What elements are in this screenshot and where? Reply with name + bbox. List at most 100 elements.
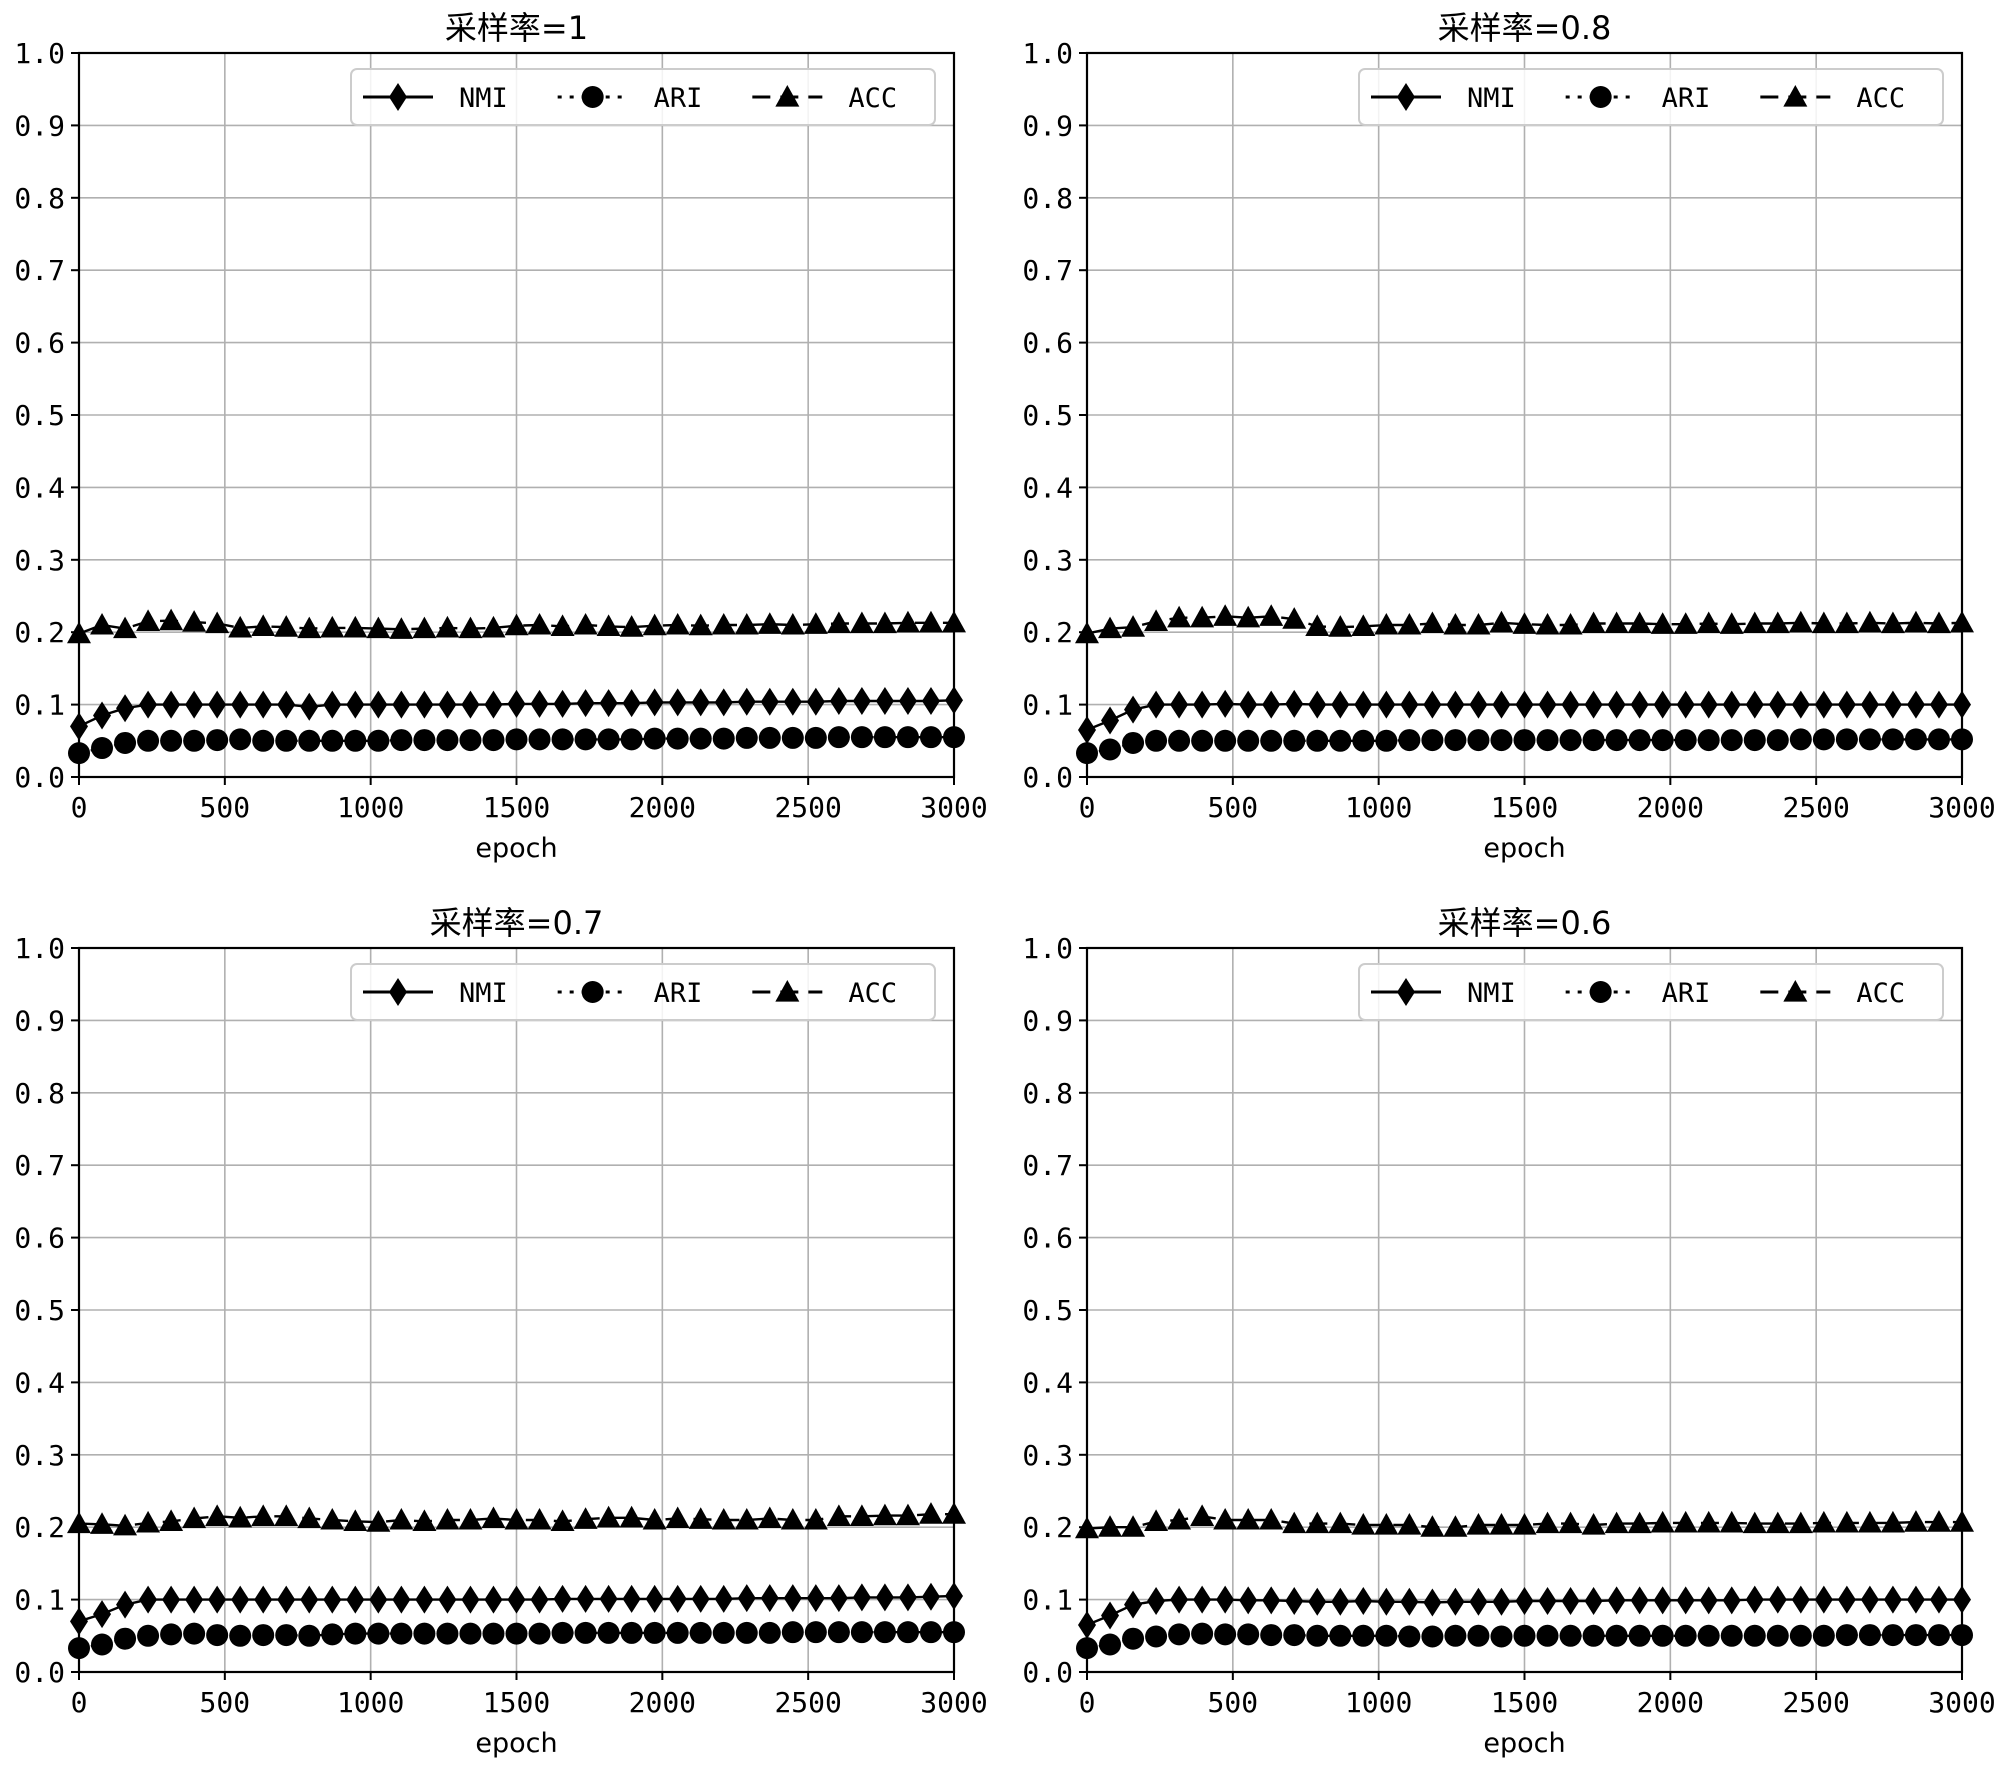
data-point-acc xyxy=(1489,610,1514,633)
data-point-acc xyxy=(412,1509,437,1532)
data-point-nmi xyxy=(1699,690,1718,719)
data-point-nmi xyxy=(530,689,549,718)
y-tick-label: 0.9 xyxy=(14,1004,65,1037)
data-point-acc xyxy=(1190,1504,1215,1526)
data-point-nmi xyxy=(1860,1585,1879,1614)
data-point-acc xyxy=(274,615,299,637)
x-tick-label: 1000 xyxy=(1345,1686,1412,1719)
data-point-nmi xyxy=(369,690,388,719)
data-point-ari xyxy=(1260,1624,1283,1647)
data-point-nmi xyxy=(737,1584,756,1613)
data-point-nmi xyxy=(1101,706,1120,735)
data-point-ari xyxy=(528,728,551,751)
data-point-nmi xyxy=(852,686,871,715)
data-point-nmi xyxy=(1768,1585,1787,1614)
data-point-nmi xyxy=(875,686,894,715)
data-point-nmi xyxy=(139,1585,158,1614)
data-point-acc xyxy=(1328,1511,1353,1534)
legend-label-ari: ARI xyxy=(654,978,703,1009)
data-point-acc xyxy=(550,614,575,637)
y-tick-label: 0.7 xyxy=(14,254,65,287)
data-point-nmi xyxy=(1469,690,1488,719)
series-line-acc xyxy=(1086,1515,1962,1530)
data-point-acc xyxy=(1719,612,1744,634)
data-point-acc xyxy=(136,1510,161,1533)
x-tick-label: 3000 xyxy=(920,791,987,824)
data-point-nmi xyxy=(599,1584,618,1613)
data-point-acc xyxy=(642,1507,667,1530)
legend-label-acc: ACC xyxy=(848,83,897,114)
data-point-nmi xyxy=(300,692,319,721)
data-point-nmi xyxy=(392,690,411,719)
data-point-nmi xyxy=(1377,1587,1396,1616)
data-point-acc xyxy=(458,616,483,639)
data-point-ari xyxy=(275,1624,298,1647)
data-point-ari xyxy=(1237,1623,1260,1646)
data-point-ari xyxy=(1490,1625,1513,1648)
y-tick-label: 0.5 xyxy=(14,399,65,432)
data-point-ari xyxy=(436,1622,459,1645)
data-point-ari xyxy=(1122,731,1145,754)
x-tick-label: 1500 xyxy=(1491,791,1558,824)
data-point-ari xyxy=(1697,1624,1720,1647)
x-tick-label: 500 xyxy=(200,791,251,824)
data-point-ari xyxy=(321,1623,344,1646)
data-point-nmi xyxy=(1768,690,1787,719)
data-point-ari xyxy=(229,1624,252,1647)
data-point-ari xyxy=(505,728,528,751)
data-point-nmi xyxy=(1216,689,1235,718)
data-point-nmi xyxy=(208,690,227,719)
y-tick-label: 0.5 xyxy=(14,1294,65,1327)
data-point-nmi xyxy=(1446,1587,1465,1616)
data-point-ari xyxy=(114,731,137,754)
data-point-nmi xyxy=(691,1584,710,1613)
data-point-nmi xyxy=(576,1584,595,1613)
data-point-ari xyxy=(1628,729,1651,752)
data-point-ari xyxy=(620,728,643,751)
data-point-ari xyxy=(666,727,689,750)
data-point-ari xyxy=(1283,1624,1306,1647)
y-tick-label: 0.3 xyxy=(14,544,65,577)
data-point-ari xyxy=(1651,729,1674,752)
data-point-nmi xyxy=(599,689,618,718)
data-point-nmi xyxy=(277,1585,296,1614)
data-point-ari xyxy=(1168,729,1191,752)
x-tick-label: 0 xyxy=(71,1686,88,1719)
y-tick-label: 0.9 xyxy=(14,109,65,142)
data-point-nmi xyxy=(1193,690,1212,719)
data-point-nmi xyxy=(461,1585,480,1614)
data-point-nmi xyxy=(1837,690,1856,719)
legend-box xyxy=(350,963,936,1021)
data-point-ari xyxy=(367,729,390,752)
data-point-ari xyxy=(1490,729,1513,752)
data-point-nmi xyxy=(1124,695,1143,724)
data-point-ari xyxy=(551,1621,574,1644)
data-point-acc xyxy=(757,1506,782,1529)
legend: NMI ARI ACC xyxy=(350,963,936,1021)
data-point-acc xyxy=(918,610,943,633)
data-point-nmi xyxy=(1193,1585,1212,1614)
data-point-acc xyxy=(1466,1513,1491,1535)
data-point-nmi xyxy=(1308,690,1327,719)
data-point-acc xyxy=(1880,1510,1905,1533)
data-point-acc xyxy=(297,1506,322,1529)
data-point-nmi xyxy=(323,1585,342,1614)
data-point-ari xyxy=(137,1624,160,1647)
data-point-ari xyxy=(712,727,735,750)
data-point-nmi xyxy=(231,1585,250,1614)
data-point-acc xyxy=(389,1507,414,1530)
data-point-ari xyxy=(1467,729,1490,752)
data-point-nmi xyxy=(1492,1587,1511,1616)
data-point-acc xyxy=(1328,615,1353,637)
data-point-ari xyxy=(1283,729,1306,752)
data-point-nmi xyxy=(576,689,595,718)
data-point-acc xyxy=(251,614,276,637)
legend-label-acc: ACC xyxy=(1856,83,1905,114)
data-point-ari xyxy=(252,1624,275,1647)
data-point-acc xyxy=(1466,612,1491,635)
data-point-ari xyxy=(482,1622,505,1645)
data-point-nmi xyxy=(1584,1587,1603,1616)
data-point-nmi xyxy=(1814,1585,1833,1614)
x-tick-label: 1000 xyxy=(1345,791,1412,824)
